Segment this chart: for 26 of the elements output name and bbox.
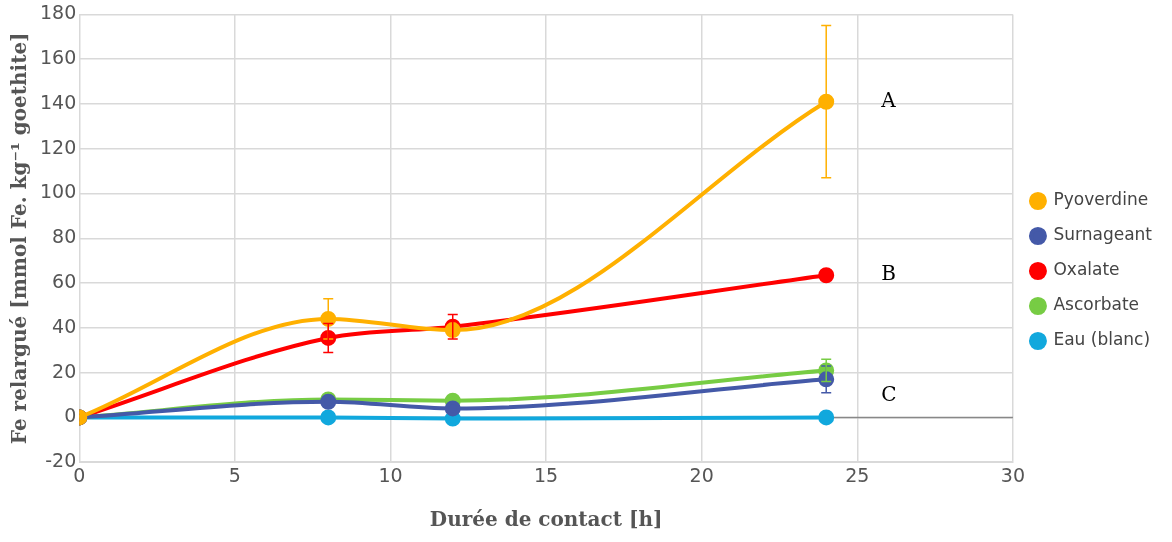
y-tick-label: 160: [40, 46, 77, 69]
x-tick-label: 10: [378, 463, 403, 486]
y-tick-label: 60: [52, 270, 77, 293]
annotation: B: [881, 261, 896, 286]
y-tick-label: 0: [64, 404, 77, 427]
y-tick-label: 20: [52, 359, 77, 382]
annotation: A: [880, 87, 897, 112]
annotation: C: [881, 381, 897, 406]
x-tick-label: 25: [845, 463, 870, 486]
y-tick-label: 80: [52, 225, 77, 248]
legend-label: Ascorbate: [1053, 294, 1140, 315]
legend-label: Eau (blanc): [1053, 329, 1151, 350]
x-tick-label: 15: [534, 463, 559, 486]
y-tick-label: 140: [40, 90, 77, 113]
y-tick-label: 40: [52, 314, 77, 337]
y-axis-title: Fe relargué [mmol Fe. kg⁻¹ goethite]: [7, 32, 32, 445]
x-tick-label: 30: [1000, 463, 1026, 486]
x-axis-title: Durée de contact [h]: [429, 507, 663, 532]
y-tick-label: 180: [40, 1, 77, 24]
legend-label: Pyoverdine: [1053, 189, 1149, 210]
legend-label: Surnageant: [1053, 224, 1153, 245]
y-tick-label: 100: [40, 180, 77, 203]
x-tick-label: 5: [228, 463, 241, 486]
x-tick-label: 20: [689, 463, 714, 486]
legend-label: Oxalate: [1053, 259, 1120, 280]
y-tick-label: 120: [40, 135, 77, 158]
